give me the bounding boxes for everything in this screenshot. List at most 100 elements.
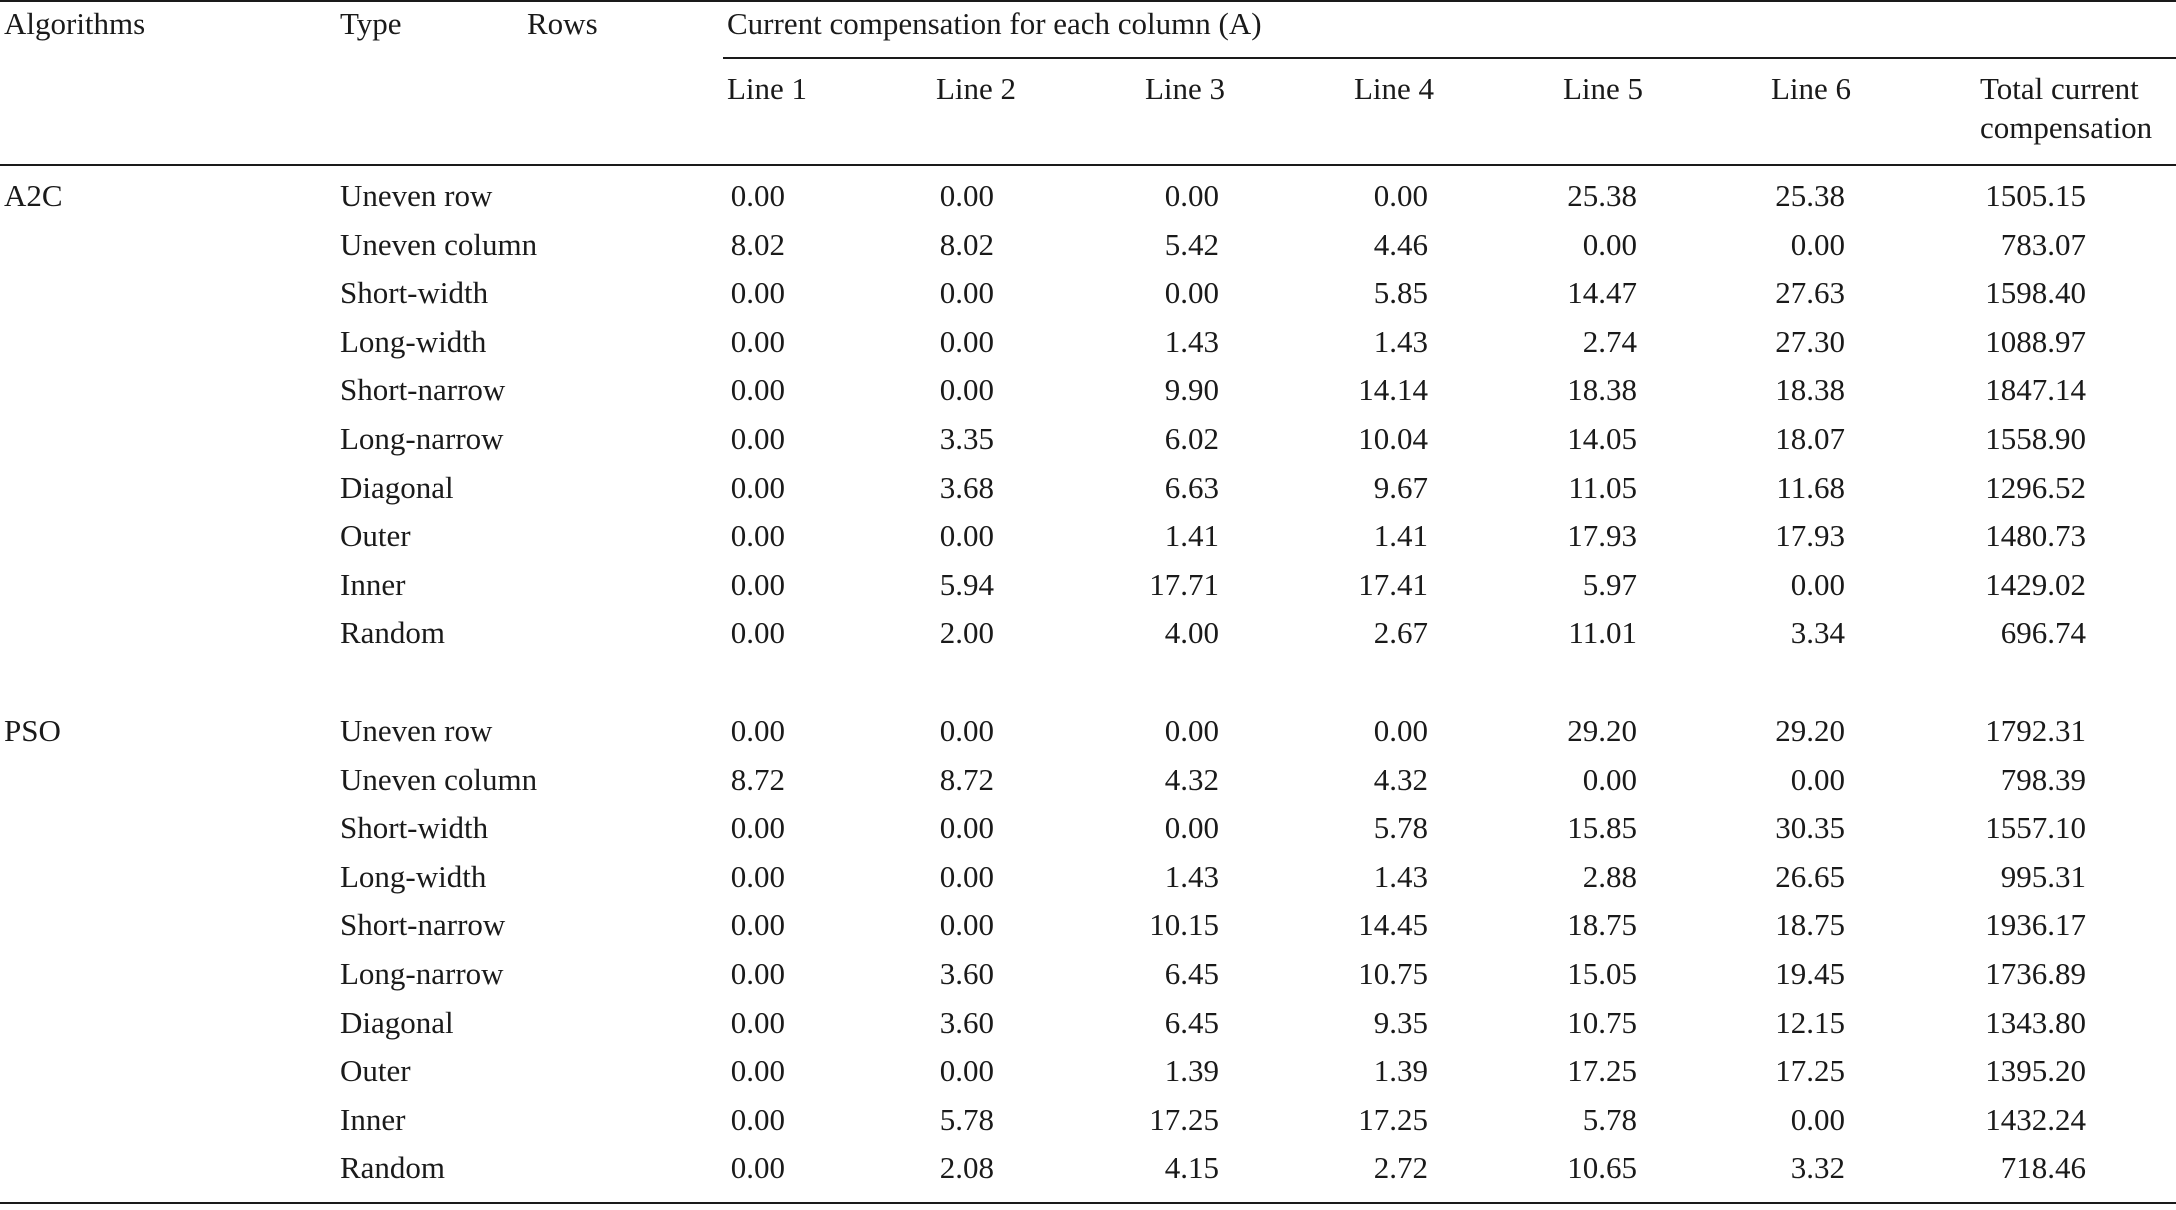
cell-line-1: 8.02 — [730, 227, 785, 262]
row-type: Long-narrow — [340, 956, 504, 991]
cell-total: 783.07 — [2000, 227, 2086, 262]
row-type: Random — [340, 1150, 446, 1185]
header-bottom-rule — [0, 164, 2176, 166]
cell-line-1: 0.00 — [730, 372, 785, 407]
row-type: Uneven column — [340, 227, 538, 262]
cell-line-5: 2.74 — [1582, 324, 1637, 359]
cell-line-3: 17.25 — [1149, 1102, 1219, 1137]
cell-line-3: 0.00 — [1164, 810, 1219, 845]
row-type: Outer — [340, 518, 411, 553]
cell-line-2: 0.00 — [939, 275, 994, 310]
cell-line-1: 0.00 — [730, 713, 785, 748]
cell-line-5: 17.93 — [1567, 518, 1637, 553]
cell-line-5: 0.00 — [1582, 762, 1637, 797]
cell-line-1: 0.00 — [730, 567, 785, 602]
cell-line-4: 5.85 — [1373, 275, 1428, 310]
cell-line-3: 0.00 — [1164, 713, 1219, 748]
cell-line-2: 0.00 — [939, 372, 994, 407]
cell-line-4: 0.00 — [1373, 713, 1428, 748]
cell-line-6: 11.68 — [1776, 470, 1845, 505]
cell-line-6: 18.38 — [1775, 372, 1845, 407]
cell-line-5: 17.25 — [1567, 1053, 1637, 1088]
algorithm-label: A2C — [4, 178, 63, 213]
cell-line-6: 18.07 — [1775, 421, 1845, 456]
cell-total: 1792.31 — [1985, 713, 2086, 748]
cell-line-6: 19.45 — [1775, 956, 1845, 991]
cell-line-5: 29.20 — [1567, 713, 1637, 748]
cell-line-1: 0.00 — [730, 421, 785, 456]
cell-line-6: 0.00 — [1790, 1102, 1845, 1137]
cell-total: 1395.20 — [1985, 1053, 2086, 1088]
cell-line-4: 10.04 — [1358, 421, 1428, 456]
group-header-rule — [723, 57, 2176, 59]
cell-line-6: 12.15 — [1775, 1005, 1845, 1040]
row-type: Random — [340, 615, 446, 650]
cell-line-2: 3.60 — [939, 1005, 994, 1040]
cell-line-5: 18.38 — [1567, 372, 1637, 407]
cell-line-5: 15.85 — [1567, 810, 1637, 845]
row-type: Long-narrow — [340, 421, 504, 456]
cell-line-5: 2.88 — [1582, 859, 1637, 894]
cell-line-5: 25.38 — [1567, 178, 1637, 213]
cell-total: 1505.15 — [1985, 178, 2086, 213]
cell-line-1: 0.00 — [730, 324, 785, 359]
cell-line-5: 18.75 — [1567, 907, 1637, 942]
cell-total: 1598.40 — [1985, 275, 2086, 310]
cell-line-2: 8.02 — [939, 227, 994, 262]
cell-line-6: 3.32 — [1790, 1150, 1845, 1185]
cell-line-4: 0.00 — [1373, 178, 1428, 213]
cell-line-2: 0.00 — [939, 859, 994, 894]
cell-line-2: 0.00 — [939, 1053, 994, 1088]
row-type: Long-width — [340, 859, 487, 894]
cell-line-6: 17.93 — [1775, 518, 1845, 553]
cell-line-1: 0.00 — [730, 1053, 785, 1088]
cell-total: 1296.52 — [1985, 470, 2086, 505]
header-total-line1: Total current — [1980, 71, 2139, 106]
cell-line-1: 0.00 — [730, 1005, 785, 1040]
cell-line-1: 0.00 — [730, 810, 785, 845]
cell-line-2: 3.60 — [939, 956, 994, 991]
cell-line-3: 4.15 — [1164, 1150, 1219, 1185]
cell-line-2: 5.78 — [939, 1102, 994, 1137]
cell-line-5: 14.05 — [1567, 421, 1637, 456]
cell-line-2: 0.00 — [939, 907, 994, 942]
cell-total: 1936.17 — [1985, 907, 2086, 942]
cell-line-4: 17.41 — [1358, 567, 1428, 602]
row-type: Uneven row — [340, 178, 493, 213]
header-algorithms: Algorithms — [4, 6, 146, 41]
row-type: Diagonal — [340, 470, 454, 505]
row-type: Short-narrow — [340, 907, 506, 942]
row-type: Inner — [340, 1102, 406, 1137]
cell-line-4: 5.78 — [1373, 810, 1428, 845]
cell-line-3: 10.15 — [1149, 907, 1219, 942]
cell-line-5: 11.05 — [1568, 470, 1637, 505]
cell-line-1: 0.00 — [730, 1102, 785, 1137]
cell-line-3: 0.00 — [1164, 275, 1219, 310]
cell-line-1: 0.00 — [730, 1150, 785, 1185]
cell-line-3: 0.00 — [1164, 178, 1219, 213]
cell-line-6: 0.00 — [1790, 762, 1845, 797]
cell-line-5: 15.05 — [1567, 956, 1637, 991]
cell-line-3: 1.39 — [1164, 1053, 1219, 1088]
header-rows: Rows — [527, 6, 598, 41]
cell-line-4: 2.72 — [1373, 1150, 1428, 1185]
row-type: Short-width — [340, 810, 489, 845]
row-type: Outer — [340, 1053, 411, 1088]
cell-line-4: 14.45 — [1358, 907, 1428, 942]
row-type: Diagonal — [340, 1005, 454, 1040]
row-type: Short-width — [340, 275, 489, 310]
cell-line-3: 4.32 — [1164, 762, 1219, 797]
cell-line-4: 9.35 — [1373, 1005, 1428, 1040]
cell-total: 696.74 — [2000, 615, 2086, 650]
cell-total: 1558.90 — [1985, 421, 2086, 456]
cell-line-3: 1.41 — [1164, 518, 1219, 553]
cell-total: 1557.10 — [1985, 810, 2086, 845]
cell-line-2: 8.72 — [939, 762, 994, 797]
cell-line-6: 0.00 — [1790, 567, 1845, 602]
cell-line-2: 3.35 — [939, 421, 994, 456]
cell-line-3: 6.45 — [1164, 956, 1219, 991]
cell-line-6: 29.20 — [1775, 713, 1845, 748]
header-line-4: Line 4 — [1354, 71, 1435, 106]
row-type: Short-narrow — [340, 372, 506, 407]
